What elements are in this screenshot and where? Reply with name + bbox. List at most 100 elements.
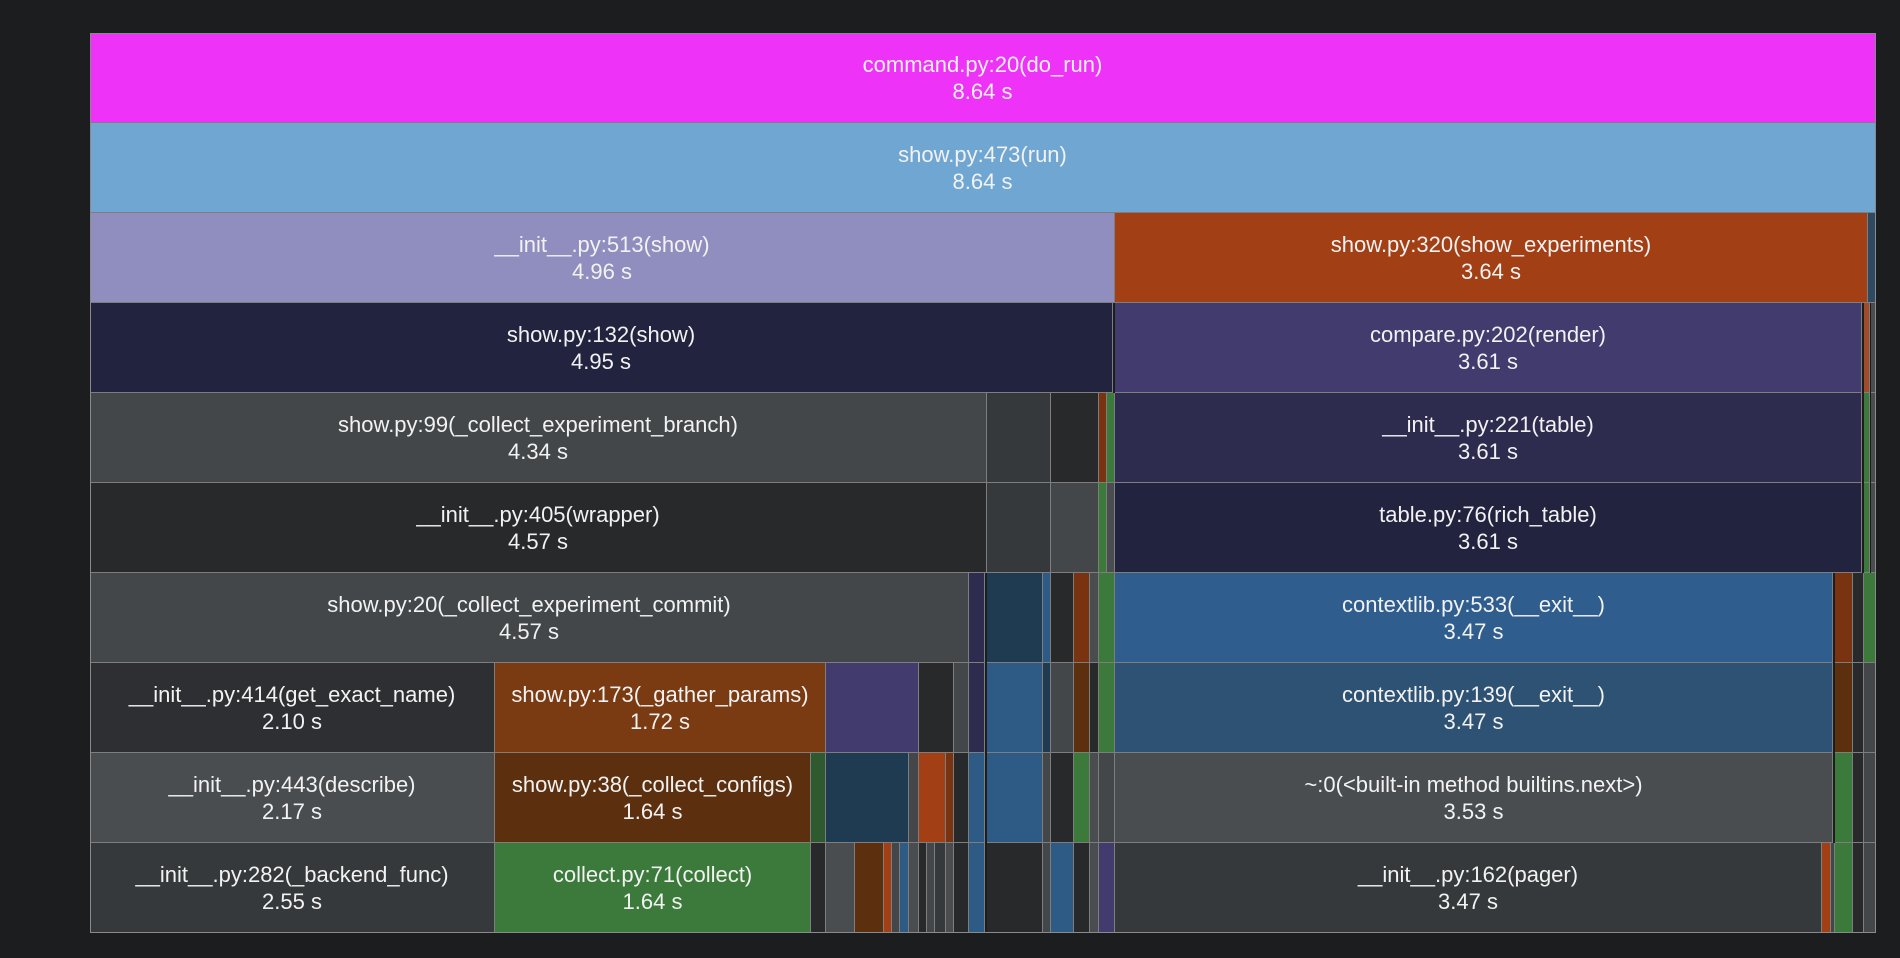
flame-frame-small[interactable]	[1051, 393, 1099, 483]
flame-frame-small[interactable]	[1099, 843, 1115, 933]
flame-frame-small[interactable]	[969, 663, 985, 753]
flame-frame-small[interactable]	[1853, 663, 1864, 753]
flame-frame-small[interactable]	[1074, 573, 1090, 663]
flame-frame-small[interactable]	[811, 843, 826, 933]
flame-frame-small[interactable]	[927, 843, 935, 933]
flame-frame-small[interactable]	[900, 843, 909, 933]
flame-frame[interactable]: show.py:20(_collect_experiment_commit) 4.…	[90, 573, 969, 663]
flame-frame-small[interactable]	[1074, 663, 1090, 753]
flame-frame-small[interactable]	[946, 753, 954, 843]
flame-frame-small[interactable]	[1051, 573, 1074, 663]
flame-frame-small[interactable]	[909, 843, 919, 933]
flame-frame-small[interactable]	[1864, 843, 1876, 933]
flame-frame-small[interactable]	[1864, 753, 1876, 843]
flame-frame-small[interactable]	[1051, 483, 1099, 573]
flame-frame-small[interactable]	[919, 843, 927, 933]
flame-frame-small[interactable]	[892, 843, 900, 933]
flame-frame-small[interactable]	[1107, 483, 1115, 573]
flame-frame-small[interactable]	[969, 573, 985, 663]
flame-frame[interactable]: __init__.py:282(_backend_func) 2.55 s	[90, 843, 495, 933]
flame-frame-small[interactable]	[935, 843, 946, 933]
flame-frame-small[interactable]	[954, 663, 969, 753]
flame-frame[interactable]: contextlib.py:139(__exit__) 3.47 s	[1115, 663, 1833, 753]
flame-frame-small[interactable]	[1835, 843, 1853, 933]
flame-frame-small[interactable]	[954, 843, 969, 933]
flame-frame[interactable]: table.py:76(rich_table) 3.61 s	[1115, 483, 1862, 573]
flame-frame-small[interactable]	[826, 663, 919, 753]
flame-frame-small[interactable]	[884, 843, 892, 933]
flame-frame-small[interactable]	[987, 663, 1043, 753]
flame-frame-small[interactable]	[1043, 663, 1051, 753]
flame-frame[interactable]: show.py:132(show) 4.95 s	[90, 303, 1113, 393]
flame-frame[interactable]: show.py:173(_gather_params) 1.72 s	[495, 663, 826, 753]
flame-frame-small[interactable]	[1853, 843, 1864, 933]
flame-frame-small[interactable]	[1090, 663, 1099, 753]
flame-frame-small[interactable]	[1090, 753, 1099, 843]
flame-frame-small[interactable]	[1051, 843, 1074, 933]
flame-frame-small[interactable]	[1099, 573, 1115, 663]
flame-frame[interactable]: __init__.py:513(show) 4.96 s	[90, 213, 1115, 303]
flame-frame-small[interactable]	[1864, 483, 1870, 573]
flame-frame-small[interactable]	[1871, 303, 1876, 393]
flame-frame-small[interactable]	[1835, 573, 1853, 663]
flame-frame[interactable]: show.py:99(_collect_experiment_branch) 4.…	[90, 393, 987, 483]
flame-frame-small[interactable]	[1864, 393, 1870, 483]
flame-frame-small[interactable]	[1835, 663, 1853, 753]
flame-frame-small[interactable]	[1853, 753, 1864, 843]
flame-frame-small[interactable]	[954, 753, 969, 843]
flame-frame-small[interactable]	[1090, 573, 1099, 663]
flame-frame-small[interactable]	[1871, 393, 1876, 483]
flame-frame-small[interactable]	[987, 483, 1051, 573]
flame-frame[interactable]: collect.py:71(collect) 1.64 s	[495, 843, 811, 933]
flame-frame-small[interactable]	[1099, 483, 1107, 573]
flame-frame-small[interactable]	[1099, 753, 1115, 843]
flame-frame-small[interactable]	[946, 843, 954, 933]
flame-frame-small[interactable]	[909, 753, 919, 843]
flame-frame-small[interactable]	[1864, 663, 1876, 753]
flame-frame-small[interactable]	[1871, 483, 1876, 573]
flame-frame-small[interactable]	[919, 753, 946, 843]
flame-frame[interactable]: __init__.py:414(get_exact_name) 2.10 s	[90, 663, 495, 753]
flame-frame[interactable]: __init__.py:443(describe) 2.17 s	[90, 753, 495, 843]
flame-frame[interactable]: compare.py:202(render) 3.61 s	[1115, 303, 1862, 393]
flame-frame-small[interactable]	[1043, 843, 1051, 933]
flame-frame-small[interactable]	[987, 573, 1043, 663]
flame-frame-small[interactable]	[826, 843, 855, 933]
flame-frame-small[interactable]	[1074, 753, 1090, 843]
flame-frame-small[interactable]	[1864, 303, 1870, 393]
flame-frame-small[interactable]	[969, 753, 985, 843]
flame-frame[interactable]: command.py:20(do_run) 8.64 s	[90, 33, 1876, 123]
flame-frame-small[interactable]	[987, 753, 1043, 843]
flame-frame-small[interactable]	[855, 843, 884, 933]
flame-frame-small[interactable]	[1090, 843, 1099, 933]
frame-label: contextlib.py:533(__exit__)	[1342, 591, 1605, 617]
flame-frame-small[interactable]	[811, 753, 826, 843]
flame-frame[interactable]: __init__.py:405(wrapper) 4.57 s	[90, 483, 987, 573]
flame-frame-small[interactable]	[1099, 663, 1115, 753]
flame-frame[interactable]: contextlib.py:533(__exit__) 3.47 s	[1115, 573, 1833, 663]
flame-frame[interactable]: __init__.py:221(table) 3.61 s	[1115, 393, 1862, 483]
flame-frame-small[interactable]	[1043, 573, 1051, 663]
flame-frame-small[interactable]	[1043, 753, 1051, 843]
frame-label: show.py:38(_collect_configs)	[511, 771, 794, 797]
flame-frame-small[interactable]	[826, 753, 909, 843]
flame-frame-small[interactable]	[987, 393, 1051, 483]
flame-frame-small[interactable]	[1835, 753, 1853, 843]
flame-frame-small[interactable]	[1822, 843, 1831, 933]
flame-frame-small[interactable]	[919, 663, 954, 753]
flame-frame[interactable]: show.py:473(run) 8.64 s	[90, 123, 1876, 213]
flame-frame-small[interactable]	[1868, 213, 1876, 303]
flame-frame[interactable]: ~:0(<built-in method builtins.next>) 3.53…	[1115, 753, 1833, 843]
flame-frame-small[interactable]	[1051, 753, 1074, 843]
flame-frame[interactable]: show.py:320(show_experiments) 3.64 s	[1115, 213, 1868, 303]
flame-frame-small[interactable]	[1074, 843, 1090, 933]
flame-frame-small[interactable]	[1107, 393, 1115, 483]
flame-frame-small[interactable]	[969, 843, 985, 933]
flame-frame[interactable]: __init__.py:162(pager) 3.47 s	[1115, 843, 1822, 933]
flame-frame-small[interactable]	[1099, 393, 1107, 483]
flame-frame-small[interactable]	[987, 843, 1043, 933]
flame-frame-small[interactable]	[1853, 573, 1864, 663]
flame-frame-small[interactable]	[1051, 663, 1074, 753]
flame-frame[interactable]: show.py:38(_collect_configs) 1.64 s	[495, 753, 811, 843]
flame-frame-small[interactable]	[1864, 573, 1876, 663]
